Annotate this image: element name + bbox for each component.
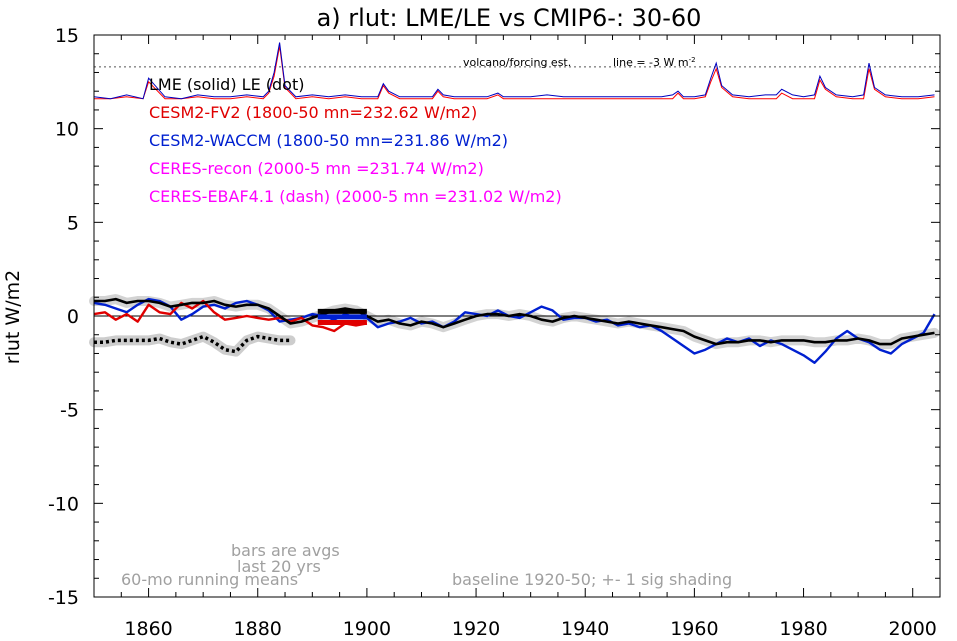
legend-ceres-ebaf: CERES-EBAF4.1 (dash) (2000-5 mn =231.02 … (149, 187, 562, 206)
y-tick-label: 5 (67, 212, 79, 234)
legend-cesm2-waccm: CESM2-WACCM (1800-50 mn=231.86 W/m2) (149, 131, 508, 150)
y-tick-label: 15 (55, 25, 79, 47)
y-tick-label: -10 (48, 493, 79, 515)
x-tick-label: 1940 (561, 618, 609, 640)
y-tick-label: 0 (67, 306, 79, 328)
y-tick-label: -15 (48, 587, 79, 609)
note-bars-avgs: bars are avgs (231, 541, 340, 560)
x-tick-label: 1920 (452, 618, 500, 640)
ticks-layer: 1860 1880 1900 1920 1940 1960 1980 2000 15 10 5 0 -5… (48, 25, 941, 640)
note-running-means: 60-mo running means (121, 570, 298, 589)
volcano-forcing-blue (93, 42, 935, 100)
volcano-note: volcano/forcing est. (463, 56, 571, 69)
series-lme (94, 297, 935, 346)
le-sigma-shading (89, 331, 296, 357)
chart-title: a) rlut: LME/LE vs CMIP6-: 30-60 (317, 4, 702, 32)
lines-layer (93, 42, 940, 364)
y-tick-label: 10 (55, 119, 79, 141)
y-axis-label: rlut W/m2 (2, 270, 24, 364)
note-baseline: baseline 1920-50; +- 1 sig shading (452, 570, 732, 589)
legend-cesm2-fv2: CESM2-FV2 (1800-50 mn=232.62 W/m2) (149, 103, 477, 122)
x-tick-label: 2000 (889, 618, 937, 640)
series-le (94, 334, 291, 354)
volcano-line-note: line = -3 W m-2 (613, 56, 696, 69)
x-tick-label: 1880 (234, 618, 282, 640)
x-tick-label: 1980 (779, 618, 827, 640)
x-tick-label: 1960 (670, 618, 718, 640)
legend-ceres-recon: CERES-recon (2000-5 mn =231.74 W/m2) (149, 159, 484, 178)
volcano-forcing-red (94, 46, 935, 100)
series-cesm2-fv2 (93, 299, 368, 333)
y-tick-label: -5 (60, 400, 79, 422)
note-last-20yrs: last 20 yrs (237, 557, 321, 576)
x-tick-label: 1860 (124, 618, 172, 640)
series-cesm2-waccm (93, 297, 936, 364)
x-tick-label: 1900 (343, 618, 391, 640)
volcano-line-note-sup: -2 (689, 56, 696, 64)
legend-lme-le: LME (solid) LE (dot) (149, 75, 304, 94)
